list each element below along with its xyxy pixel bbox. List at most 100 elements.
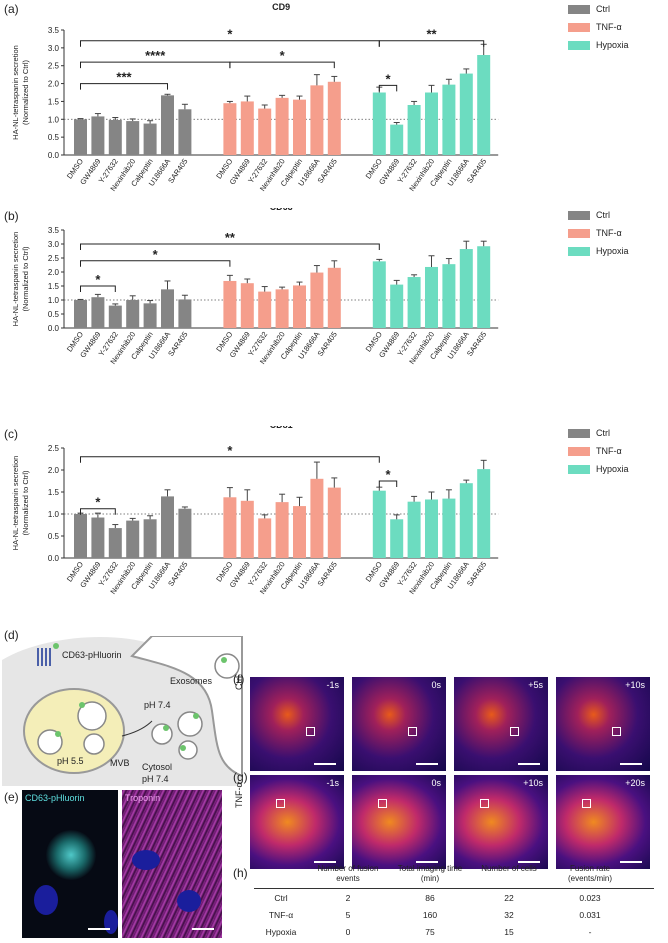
significance-label: *: [385, 71, 391, 86]
panel-label-g: (g): [233, 770, 248, 784]
bar-TNF-α-DMSO: [223, 103, 237, 155]
y-axis-label: HA-NL-tetraspanin secretion: [11, 456, 20, 551]
significance-bracket: [80, 508, 116, 515]
bar-TNF-α-SAR405: [327, 267, 341, 328]
scale-bar: [314, 861, 336, 863]
time-label: +10s: [625, 680, 645, 690]
scale-bar: [518, 861, 540, 863]
y-tick-label: 1.0: [48, 510, 60, 519]
bar-Ctrl-U18666A: [161, 95, 174, 155]
scale-bar: [314, 763, 336, 765]
legend-label: TNF-α: [596, 22, 622, 32]
time-label: +5s: [528, 680, 543, 690]
roi-box: [306, 727, 315, 736]
chart-cd9: 0.0 0.5 1.0 1.5 2.0 2.5 3.0 3.5 HA-NL-tetraspani…: [11, 2, 499, 193]
row-label-ctrl: Ctrl: [234, 650, 244, 690]
ph-mvb-label: pH 5.5: [57, 756, 84, 766]
significance-label: **: [225, 230, 236, 245]
legend-label: Ctrl: [596, 428, 610, 438]
table-cell: 5: [345, 910, 351, 920]
bar-TNF-α-Calpeptin: [293, 506, 306, 558]
cytosol-label: Cytosol: [142, 762, 172, 772]
bar-Hypoxia-SAR405: [477, 469, 491, 558]
nucleus-blob: [104, 910, 118, 934]
cd63-icon: [37, 648, 51, 666]
panel-label-c: (c): [4, 427, 18, 441]
significance-label: *: [385, 467, 391, 482]
bar-Hypoxia-GW4869: [390, 124, 404, 155]
roi-box: [510, 727, 519, 736]
row-label: TNF-α: [268, 910, 294, 920]
y-tick-label: 1.0: [48, 296, 60, 305]
significance-label: *: [227, 443, 233, 458]
fusion-table: Number of fusion events Total imaging ti…: [254, 864, 654, 942]
bar-TNF-α-DMSO: [223, 280, 237, 328]
roi-box: [612, 727, 621, 736]
y-tick-label: 2.5: [48, 254, 60, 263]
bar-Ctrl-U18666A: [161, 289, 174, 328]
legend-label: Hypoxia: [596, 246, 629, 256]
y-tick-label: 2.5: [48, 444, 60, 453]
time-label: +20s: [625, 778, 645, 788]
pHluorin-dot: [53, 643, 59, 649]
row-label-text: Ctrl: [234, 676, 244, 690]
bar-Ctrl-GW4869: [91, 517, 105, 558]
legend-swatch-ctrl: [568, 210, 590, 220]
scale-bar: [620, 861, 642, 863]
legend-item-tnf: TNF-α: [568, 446, 622, 456]
bar-TNF-α-DMSO: [223, 497, 237, 558]
y-tick-label: 3.0: [48, 240, 60, 249]
bar-Ctrl-Calpeptin: [143, 303, 157, 328]
table-cell: 22: [504, 893, 514, 903]
table-cell: 0.023: [579, 893, 601, 903]
pHluorin-dot: [163, 725, 169, 731]
nucleus-blob: [177, 890, 201, 912]
bar-Hypoxia-GW4869: [390, 519, 404, 558]
bar-Hypoxia-Calpeptin: [442, 84, 456, 155]
roi-box: [480, 799, 489, 808]
exosomes-label: Exosomes: [170, 676, 213, 686]
chart-cd81: 0.0 0.5 1.0 1.5 2.0 2.5 HA-NL-tetraspanin secr…: [11, 426, 499, 596]
scale-bar: [88, 928, 110, 930]
table-cell: 160: [422, 910, 438, 920]
significance-bracket: [80, 243, 380, 250]
bar-Hypoxia-Calpeptin: [442, 498, 456, 558]
bar-Ctrl-DMSO: [74, 119, 87, 155]
row-label-tnf: TNF-α: [234, 768, 244, 808]
y-tick-label: 0.5: [48, 310, 60, 319]
table-cell: 32: [504, 910, 514, 920]
significance-bracket: [80, 456, 380, 463]
pHluorin-dot: [55, 731, 61, 737]
bar-Hypoxia-GW4869: [390, 284, 404, 328]
cytosol-ph-label: pH 7.4: [142, 774, 169, 784]
table-header: Total imaging time (min): [397, 864, 463, 883]
bar-Hypoxia-Nexinhib20: [425, 499, 438, 558]
legend-item-tnf: TNF-α: [568, 228, 622, 238]
legend-swatch-hypoxia: [568, 246, 590, 256]
bar-TNF-α-Y-27632: [258, 291, 272, 328]
table-cell: 86: [425, 893, 435, 903]
legend-item-hypoxia: Hypoxia: [568, 40, 629, 50]
chart-cd63: 0.0 0.5 1.0 1.5 2.0 2.5 3.0 3.5 HA-NL-tetraspani…: [11, 208, 499, 366]
table-cell: 2: [345, 893, 351, 903]
legend-item-tnf: TNF-α: [568, 22, 622, 32]
frame-g-4: +20s: [556, 775, 650, 869]
chart-title: CD9: [272, 2, 290, 12]
significance-bracket: [80, 260, 231, 267]
bar-Hypoxia-SAR405: [477, 246, 491, 328]
cd63-signal: [46, 830, 96, 880]
bar-Hypoxia-DMSO: [372, 261, 386, 328]
legend-swatch-hypoxia: [568, 40, 590, 50]
bar-TNF-α-U18666A: [310, 272, 324, 328]
legend-swatch-tnf: [568, 446, 590, 456]
significance-bracket: [378, 84, 398, 92]
chart-title: CD63: [270, 208, 293, 212]
frame-f-3: +5s: [454, 677, 548, 771]
bar-Hypoxia-Y-27632: [407, 501, 421, 558]
bar-Ctrl-DMSO: [74, 514, 87, 558]
bar-Hypoxia-Nexinhib20: [425, 92, 438, 155]
bar-Hypoxia-DMSO: [372, 92, 386, 155]
nucleus-blob: [132, 850, 160, 870]
bar-Hypoxia-SAR405: [477, 55, 491, 155]
frame-g-3: +10s: [454, 775, 548, 869]
